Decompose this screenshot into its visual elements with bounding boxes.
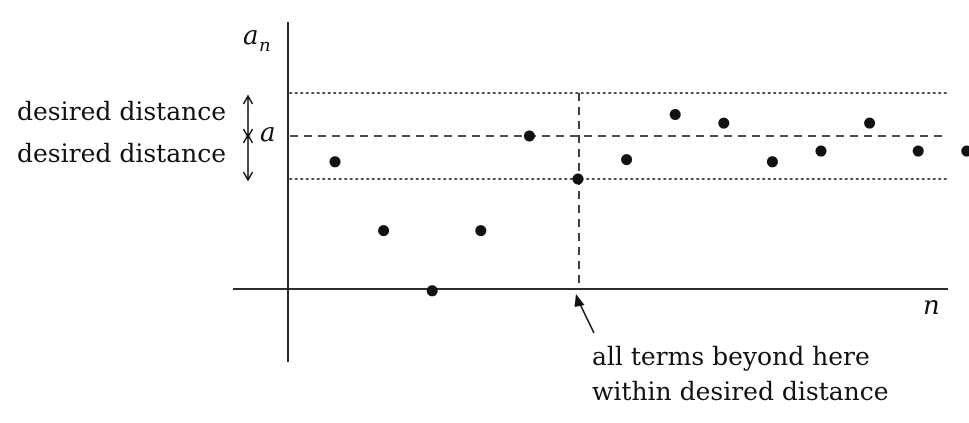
annotation-arrow (574, 294, 595, 334)
sequence-point (475, 225, 487, 237)
upper-distance-label: desired distance (17, 97, 226, 126)
distance-arrows (242, 94, 254, 182)
y-axis-subscript: n (259, 35, 271, 56)
y-axis-label: a (243, 21, 259, 51)
sequence-point (912, 145, 924, 157)
sequence-point (961, 145, 969, 157)
annotation-line-2: within desired distance (592, 377, 889, 406)
sequence-point (621, 154, 633, 166)
sequence-point (718, 117, 730, 129)
limit-label: a (260, 118, 276, 148)
lower-distance-label: desired distance (17, 139, 226, 168)
sequence-point (329, 156, 341, 168)
sequence-point (572, 173, 584, 185)
sequence-point (669, 109, 681, 120)
sequence-point (815, 145, 827, 157)
sequence-point (426, 285, 438, 297)
sequence-point (378, 225, 390, 237)
x-axis-label: n (923, 291, 940, 321)
sequence-points (329, 109, 969, 297)
annotation-line-1: all terms beyond here (592, 342, 870, 371)
sequence-point (523, 130, 535, 142)
sequence-point (766, 156, 778, 168)
sequence-point (864, 117, 876, 129)
